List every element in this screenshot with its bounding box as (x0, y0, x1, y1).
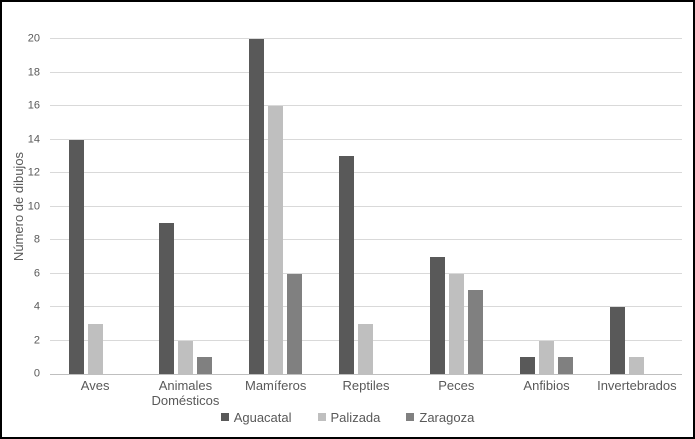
bar-aguacatal (158, 223, 174, 374)
bar-zaragoza (287, 273, 303, 374)
gridline (50, 239, 682, 240)
x-axis-line (50, 374, 682, 375)
legend-label: Palizada (330, 409, 381, 425)
x-axis-label: Animales Domésticos (151, 378, 220, 408)
bar-aguacatal (68, 139, 84, 374)
x-axis-label: Aves (80, 378, 110, 393)
bar-group (50, 39, 140, 374)
legend-item: Palizada (317, 409, 381, 425)
legend-swatch-icon (220, 413, 229, 421)
legend: Aguacatal Palizada Zaragoza (2, 408, 693, 426)
y-tick-label: 2 (33, 334, 40, 346)
bar-aguacatal (339, 156, 355, 374)
legend-swatch-icon (317, 413, 326, 421)
gridline (50, 138, 682, 140)
bar-group (411, 39, 501, 374)
gridline (50, 205, 682, 207)
bar-group (501, 39, 591, 374)
bar-palizada (539, 340, 555, 374)
bar-zaragoza (558, 357, 574, 374)
y-tick-label: 12 (27, 166, 40, 179)
bar-aguacatal (249, 39, 265, 374)
bar-palizada (448, 273, 464, 374)
x-axis-labels: Aves Animales Domésticos Mamíferos Reptiles… (50, 378, 682, 409)
gridline (50, 105, 682, 106)
x-axis-label: Mamíferos (245, 378, 307, 393)
plot-area (50, 38, 682, 374)
bar-groups (50, 39, 682, 374)
legend-label: Aguacatal (233, 409, 292, 425)
legend-item: Zaragoza (406, 410, 474, 425)
legend-swatch-icon (406, 413, 415, 421)
y-tick-label: 0 (33, 367, 40, 380)
y-tick-label: 20 (27, 32, 40, 45)
y-tick-label: 10 (27, 200, 40, 212)
bar-zaragoza (196, 357, 212, 374)
bar-palizada (268, 106, 284, 374)
x-axis-label: Reptiles (342, 378, 390, 393)
bar-group (592, 39, 682, 374)
y-tick-label: 18 (27, 66, 40, 78)
y-tick-label: 16 (27, 99, 40, 112)
y-tick-labels: 0 2 4 6 8 10 12 14 16 18 20 (2, 33, 44, 379)
bar-palizada (358, 323, 374, 374)
bar-aguacatal (520, 357, 536, 374)
bar-aguacatal (429, 256, 445, 374)
x-axis-label: Peces (438, 378, 475, 393)
bar-group (140, 39, 230, 374)
gridline (50, 38, 682, 39)
x-axis-label: Invertebrados (597, 378, 677, 393)
y-tick-label: 4 (33, 300, 40, 313)
bar-palizada (87, 323, 103, 374)
gridline (50, 306, 682, 307)
bar-group (321, 39, 411, 374)
bar-aguacatal (610, 307, 626, 374)
bar-zaragoza (467, 290, 483, 374)
y-tick-label: 6 (33, 267, 40, 279)
gridline (50, 71, 682, 73)
bar-group (231, 39, 321, 374)
y-tick-label: 8 (33, 233, 40, 246)
gridline (50, 272, 682, 274)
x-axis-label: Anfibios (523, 378, 570, 393)
y-tick-label: 14 (27, 133, 40, 145)
gridline (50, 172, 682, 173)
bar-palizada (177, 340, 193, 374)
legend-label: Zaragoza (419, 409, 475, 425)
legend-item: Aguacatal (220, 409, 292, 425)
bar-palizada (629, 357, 645, 374)
